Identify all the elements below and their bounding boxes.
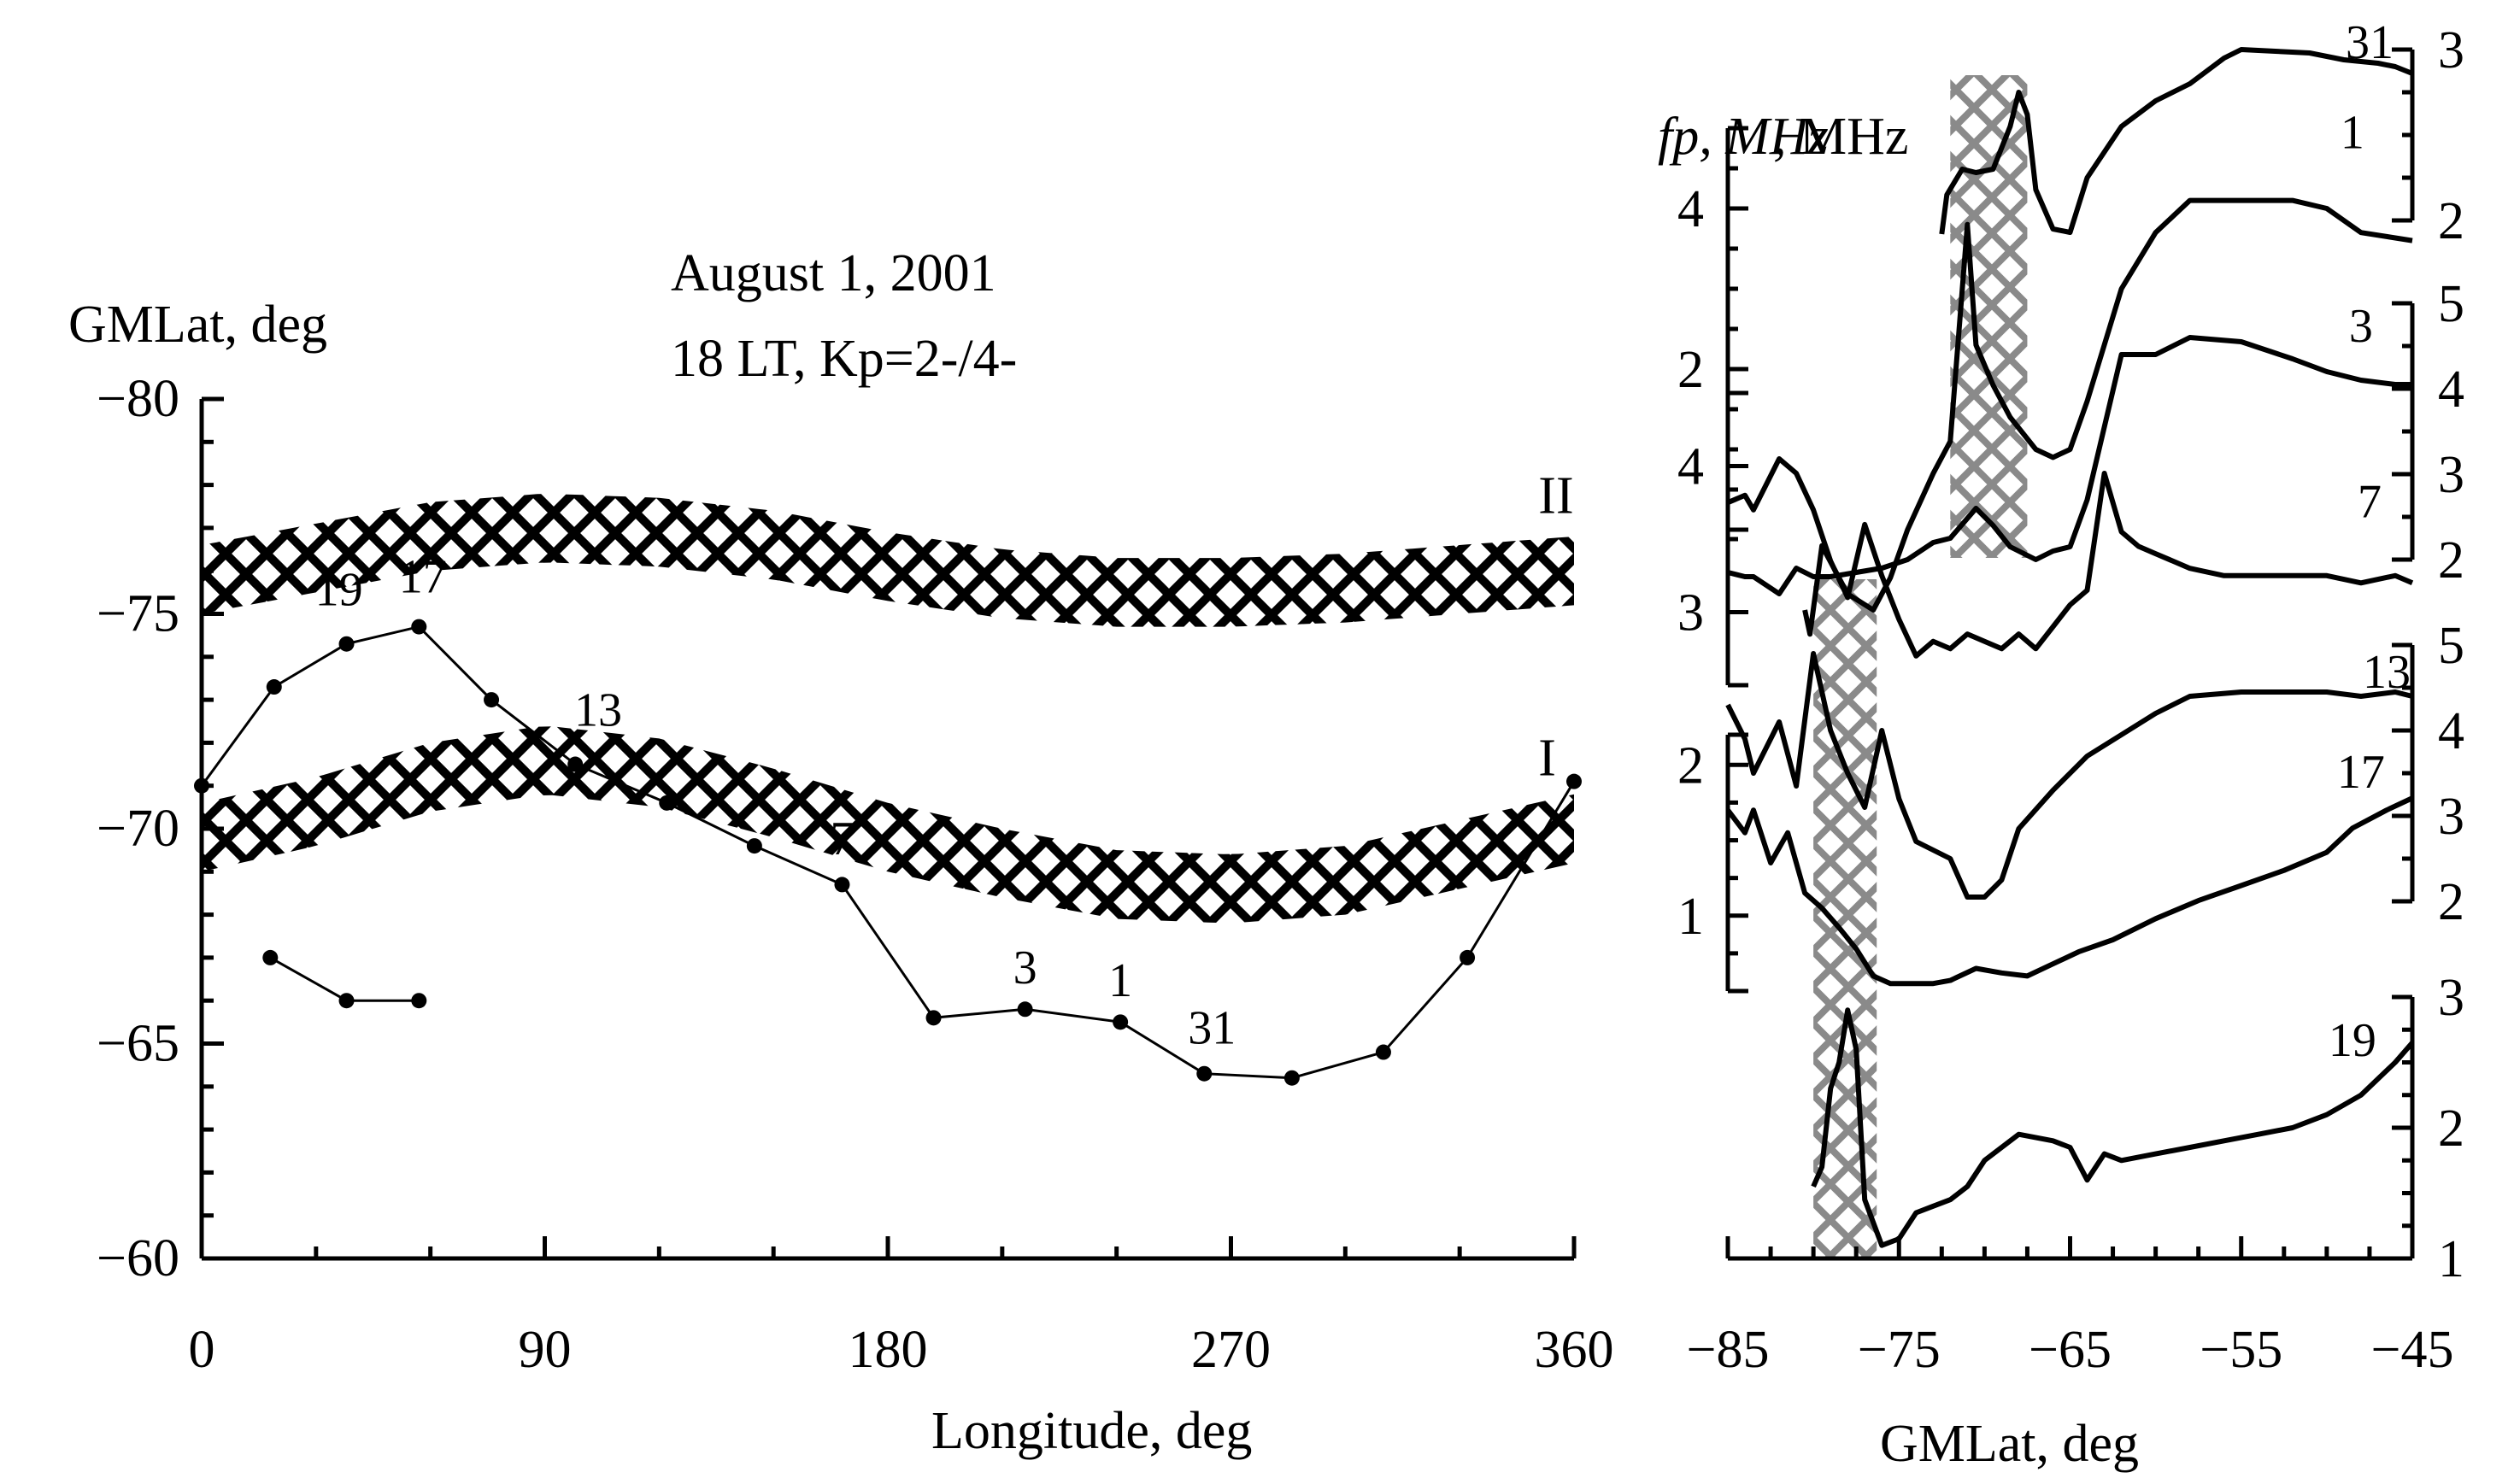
right-y-label-unit: , MHz — [1773, 108, 1908, 166]
track-point — [1566, 773, 1582, 789]
left-y-tick-label: −60 — [97, 1229, 179, 1288]
left-y-tick-label: −75 — [97, 585, 179, 643]
sub-axis-tick-label: 3 — [1677, 584, 1704, 642]
band-group: III — [202, 466, 1574, 924]
point-label: 7 — [830, 812, 854, 865]
series-7 — [1726, 456, 2414, 659]
sub-axis-tick-label: 3 — [2438, 21, 2464, 79]
band-label-II: II — [1538, 466, 1573, 525]
track-point — [266, 679, 282, 695]
track-point — [484, 692, 500, 708]
left-panel: III −80−75−70−65−600 90 180 270 360 19 171373… — [68, 244, 1614, 1460]
track-point — [1196, 1065, 1213, 1082]
left-title: August 1, 2001 — [671, 244, 996, 302]
hatched-region-group — [1813, 75, 2028, 1258]
sub-axis-tick-label: 4 — [2438, 361, 2464, 419]
sub-axis-tick-label: 2 — [1677, 736, 1704, 795]
point-label: 1 — [1108, 954, 1132, 1007]
band-label-I: I — [1538, 730, 1556, 788]
track-point — [746, 838, 762, 854]
right-x-tick-label: −85 — [1687, 1321, 1770, 1379]
point-label: 13 — [574, 683, 622, 736]
right-x-label: GMLat, deg — [1880, 1415, 2139, 1473]
curve-label: 13 — [2363, 646, 2411, 699]
sub-axis-tick-label: 3 — [2438, 969, 2464, 1027]
sub-axis-tick-label: 4 — [1677, 180, 1704, 238]
track-point — [834, 877, 850, 893]
point-label: 31 — [1188, 1002, 1236, 1055]
series-31 — [1939, 47, 2414, 235]
curve-label: 31 — [2346, 16, 2394, 69]
left-x-tick-label: 360 — [1535, 1321, 1614, 1379]
sub-axis-tick-label: 5 — [2438, 617, 2464, 675]
sub-axis-tick-label: 1 — [2438, 1230, 2464, 1288]
right-x-tick-label: −45 — [2371, 1321, 2454, 1379]
series-1 — [1802, 197, 2413, 637]
track-point — [262, 949, 279, 965]
track-point — [659, 795, 675, 811]
curve-label: 1 — [2341, 107, 2364, 160]
sub-axis-tick-label: 3 — [2438, 446, 2464, 504]
sub-axis-tick-label: 2 — [2438, 192, 2464, 250]
track-point — [194, 777, 209, 794]
point-label: 19 — [315, 563, 363, 616]
track-point — [1375, 1044, 1391, 1060]
curve-label: 7 — [2358, 475, 2382, 528]
track-point — [411, 993, 427, 1009]
track-point — [338, 636, 355, 652]
point-label: 17 — [399, 550, 447, 603]
left-axes: −80 −75 −70 −65 −600 90 180 270 360 — [97, 370, 1613, 1379]
left-x-tick-label: 270 — [1191, 1321, 1271, 1379]
sub-axis-tick-label: 2 — [2438, 531, 2464, 589]
series-19 — [1811, 1007, 2415, 1248]
hatched-region-upper — [1950, 75, 2028, 558]
left-x-label: Longitude, deg — [931, 1402, 1252, 1460]
sub-axis-tick-label: 4 — [2438, 702, 2464, 760]
sub-axis-tick-label: 2 — [2438, 1100, 2464, 1158]
left-x-tick-label: 180 — [849, 1321, 928, 1379]
band-II — [202, 494, 1574, 627]
right-x-tick-label: −65 — [2029, 1321, 2112, 1379]
curve-label: 19 — [2329, 1014, 2376, 1067]
right-x-tick-label: −75 — [1858, 1321, 1941, 1379]
series-3 — [1727, 335, 2412, 596]
track-point — [1283, 1070, 1300, 1086]
right-y-label: fp, MHz — [1658, 108, 1829, 166]
track-point — [567, 756, 584, 772]
curve-label: 17 — [2337, 746, 2385, 799]
sub-axis-tick-label: 4 — [1677, 438, 1704, 496]
series-13 — [1725, 651, 2413, 900]
sub-axis-tick-label: 3 — [2438, 788, 2464, 846]
left-y-tick-label: −70 — [97, 800, 179, 858]
left-x-tick-label: 90 — [519, 1321, 572, 1379]
track-point — [925, 1010, 942, 1026]
sub-axis-tick-label: 1 — [1677, 888, 1704, 946]
track-point — [338, 993, 355, 1009]
curve-label: 3 — [2349, 300, 2373, 353]
left-y-label: GMLat, deg — [68, 296, 327, 354]
band-I — [202, 726, 1574, 924]
right-x-tick-label: −55 — [2200, 1321, 2282, 1379]
left-x-tick-label: 0 — [189, 1321, 215, 1379]
left-y-tick-label: −65 — [97, 1015, 179, 1073]
track-point — [1017, 1001, 1033, 1018]
sub-axis-tick-label: 2 — [1677, 341, 1704, 399]
track-point — [1460, 949, 1476, 965]
left-subtitle: 18 LT, Kp=2-/4- — [671, 330, 1017, 388]
track-point — [411, 619, 427, 635]
sub-axis-tick-label: 5 — [2438, 275, 2464, 333]
track-point — [1113, 1014, 1129, 1030]
left-y-tick-label: −80 — [97, 370, 179, 428]
point-label: 3 — [1013, 941, 1037, 994]
series-17 — [1725, 795, 2414, 987]
sub-axis-tick-label: 2 — [2438, 873, 2464, 931]
